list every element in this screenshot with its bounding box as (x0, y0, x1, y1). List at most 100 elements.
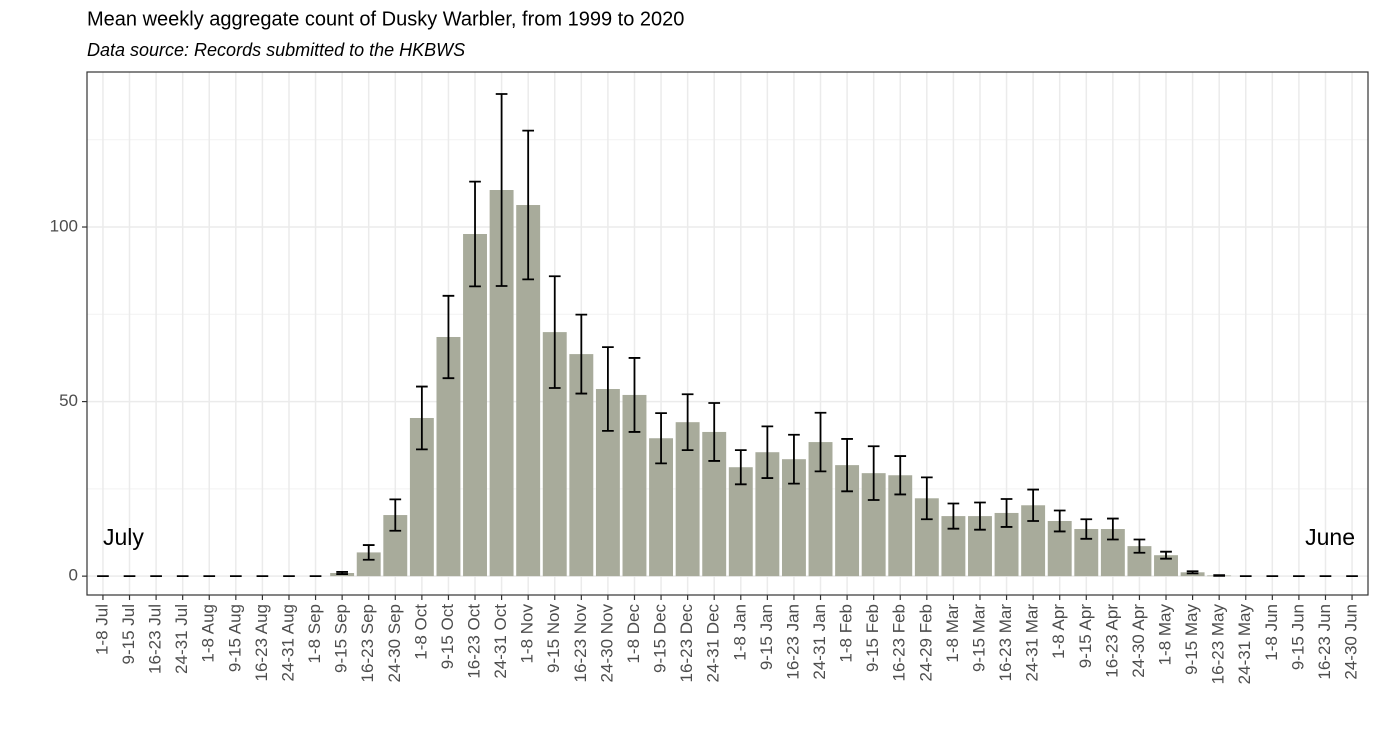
error-bar (1107, 517, 1119, 541)
x-tick-label: 24-31 Jan (810, 604, 829, 680)
x-tick-label: 16-23 Aug (252, 604, 271, 682)
x-tick-label: 16-23 Jan (783, 604, 802, 680)
error-bar (947, 502, 960, 530)
bar (808, 442, 833, 577)
x-tick-label: 16-23 Jun (1315, 604, 1334, 680)
bar (649, 438, 674, 577)
error-bar (867, 445, 880, 501)
bar (675, 422, 700, 577)
y-tick-label: 100 (50, 216, 78, 235)
bar (728, 467, 753, 577)
error-bar (655, 412, 667, 465)
y-tick-label: 50 (59, 391, 78, 410)
error-bar (602, 346, 614, 432)
x-tick-label: 9-15 Apr (1076, 604, 1095, 669)
error-bar (708, 402, 721, 462)
x-tick-label: 9-15 Dec (651, 604, 670, 673)
x-tick-label: 24-30 Nov (597, 604, 616, 683)
x-tick-label: 16-23 Sep (358, 604, 377, 682)
error-bar (1027, 488, 1039, 522)
x-tick-label: 24-31 May (1235, 604, 1254, 685)
bar (914, 498, 939, 577)
x-tick-label: 16-23 Mar (996, 604, 1015, 682)
x-tick-label: 1-8 Dec (624, 604, 643, 664)
x-tick-label: 24-31 Jul (172, 604, 191, 674)
x-tick-label: 16-23 Dec (677, 604, 696, 683)
panel-border (86, 71, 1369, 596)
x-tick-label: 24-30 Apr (1129, 604, 1148, 678)
error-bar (469, 180, 481, 288)
bar (463, 233, 487, 577)
x-tick-label: 16-23 Nov (571, 604, 590, 683)
error-bar (389, 498, 402, 532)
error-bar (788, 433, 800, 485)
chart-subtitle: Data source: Records submitted to the HK… (87, 40, 465, 60)
bar (835, 465, 860, 577)
bar (702, 431, 727, 577)
x-tick-label: 9-15 May (1182, 604, 1201, 675)
bar (436, 336, 461, 577)
error-bar (974, 501, 986, 531)
annotation: June (1305, 524, 1355, 550)
error-bar (575, 313, 588, 395)
bar (489, 190, 514, 577)
y-tick-label: 0 (69, 566, 78, 585)
x-tick-label: 24-31 Dec (704, 604, 723, 683)
bar (1100, 529, 1125, 577)
x-tick-label: 1-8 Jun (1262, 604, 1281, 661)
bar (383, 515, 408, 577)
error-bar (1080, 518, 1093, 540)
error-bar (495, 93, 508, 287)
x-tick-label: 16-23 May (1209, 604, 1228, 685)
x-tick-label: 9-15 Jan (757, 604, 776, 670)
error-bar (734, 449, 747, 486)
x-tick-label: 9-15 Jun (1288, 604, 1307, 670)
error-bar (522, 129, 535, 281)
bar (356, 552, 381, 577)
x-tick-label: 1-8 Jul (92, 604, 111, 655)
x-tick-label: 1-8 Jan (730, 604, 749, 661)
x-tick-label: 24-31 Oct (491, 604, 510, 679)
error-bar (841, 438, 853, 493)
x-tick-label: 24-30 Sep (385, 604, 404, 682)
chart-title: Mean weekly aggregate count of Dusky War… (87, 8, 684, 30)
bar (968, 516, 992, 577)
bar (781, 459, 806, 577)
annotation: July (103, 524, 144, 550)
bar (595, 389, 620, 577)
x-tick-label: 9-15 Sep (332, 604, 351, 673)
bar (941, 516, 966, 577)
error-bar (1213, 574, 1226, 577)
x-tick-label: 24-29 Feb (916, 604, 935, 682)
x-tick-label: 1-8 Mar (943, 604, 962, 663)
x-tick-label: 9-15 Jul (119, 604, 138, 664)
x-tick-label: 1-8 Aug (199, 604, 218, 663)
error-bar (442, 294, 455, 380)
bar (622, 394, 647, 577)
error-bar (336, 571, 348, 575)
error-bar (1053, 509, 1066, 533)
bar (1047, 520, 1072, 577)
error-bar (416, 385, 428, 451)
bar (1127, 546, 1152, 577)
x-tick-label: 1-8 Nov (518, 604, 537, 664)
bar (861, 473, 886, 577)
error-bar (681, 393, 694, 452)
bar (1074, 529, 1099, 577)
bar (569, 354, 594, 577)
bar (888, 475, 913, 577)
bar (1154, 555, 1178, 577)
x-tick-label: 24-31 Mar (1023, 604, 1042, 682)
error-bar (362, 544, 375, 561)
error-bar (1133, 538, 1146, 554)
x-tick-label: 16-23 Feb (890, 604, 909, 682)
error-bar (894, 455, 907, 496)
x-tick-label: 9-15 Oct (438, 604, 457, 669)
x-tick-label: 1-8 Sep (305, 604, 324, 664)
x-tick-label: 1-8 May (1156, 604, 1175, 666)
bar (1021, 505, 1046, 577)
x-tick-label: 1-8 Oct (411, 604, 430, 660)
x-tick-label: 1-8 Apr (1049, 604, 1068, 659)
bar (409, 417, 434, 577)
